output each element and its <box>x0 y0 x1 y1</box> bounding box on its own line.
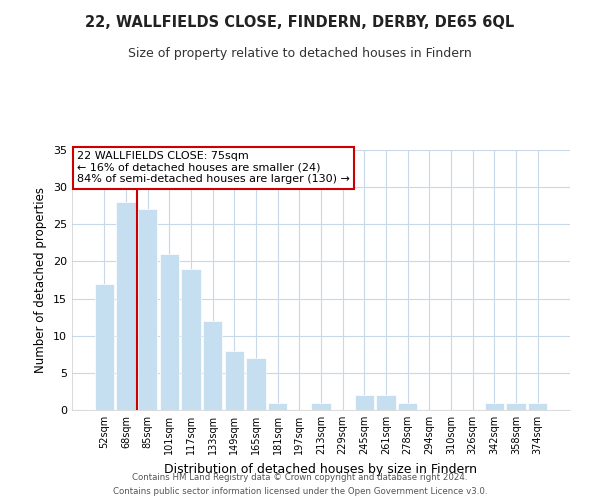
Bar <box>160 254 179 410</box>
Bar <box>224 350 244 410</box>
Bar <box>506 402 526 410</box>
Bar <box>203 321 223 410</box>
Bar <box>355 395 374 410</box>
Text: Size of property relative to detached houses in Findern: Size of property relative to detached ho… <box>128 48 472 60</box>
Text: Contains public sector information licensed under the Open Government Licence v3: Contains public sector information licen… <box>113 488 487 496</box>
Bar <box>311 402 331 410</box>
Y-axis label: Number of detached properties: Number of detached properties <box>34 187 47 373</box>
Text: 22, WALLFIELDS CLOSE, FINDERN, DERBY, DE65 6QL: 22, WALLFIELDS CLOSE, FINDERN, DERBY, DE… <box>85 15 515 30</box>
Text: 22 WALLFIELDS CLOSE: 75sqm
← 16% of detached houses are smaller (24)
84% of semi: 22 WALLFIELDS CLOSE: 75sqm ← 16% of deta… <box>77 152 350 184</box>
X-axis label: Distribution of detached houses by size in Findern: Distribution of detached houses by size … <box>164 462 478 475</box>
Bar <box>398 402 418 410</box>
Bar <box>138 210 157 410</box>
Bar <box>268 402 287 410</box>
Bar <box>485 402 504 410</box>
Bar <box>95 284 114 410</box>
Bar <box>528 402 547 410</box>
Bar <box>181 269 201 410</box>
Text: Contains HM Land Registry data © Crown copyright and database right 2024.: Contains HM Land Registry data © Crown c… <box>132 472 468 482</box>
Bar <box>116 202 136 410</box>
Bar <box>246 358 266 410</box>
Bar <box>376 395 396 410</box>
